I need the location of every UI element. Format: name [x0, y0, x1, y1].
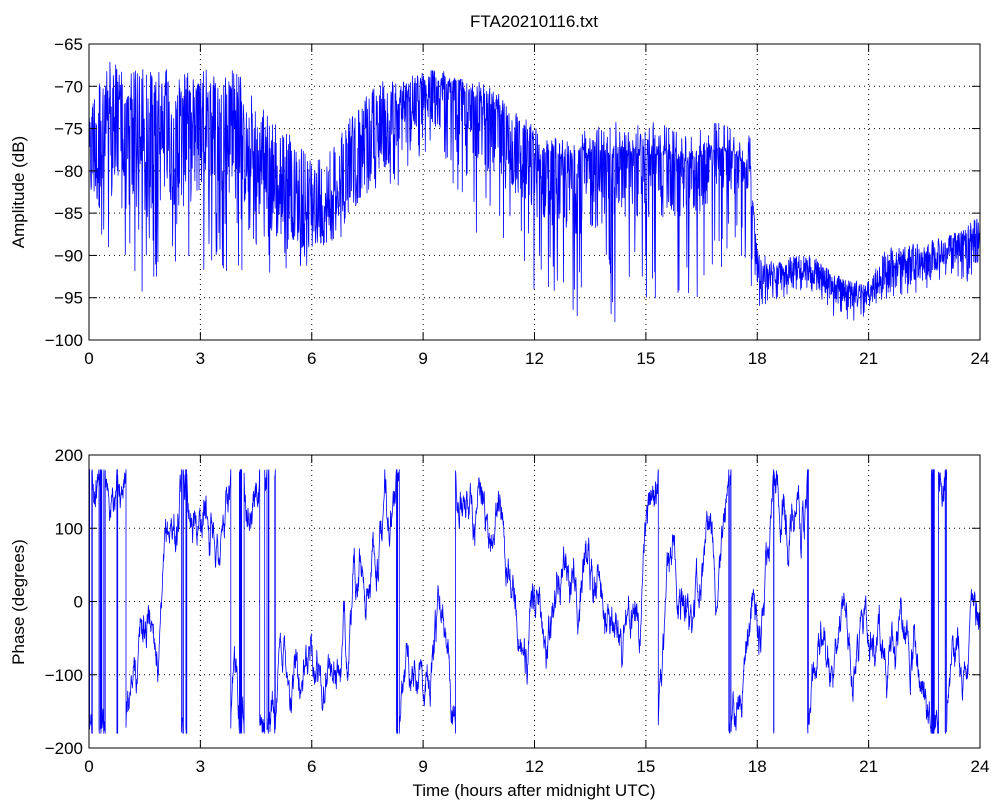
y-tick-label: −100 [45, 331, 83, 350]
x-tick-label: 18 [748, 757, 767, 776]
y-tick-label: 0 [74, 593, 83, 612]
x-tick-label: 0 [84, 349, 93, 368]
series-line [88, 469, 981, 734]
y-tick-label: −70 [54, 77, 83, 96]
y-tick-label: 100 [55, 519, 83, 538]
amplitude-plot: 0 3 6 9 12 15 18 21 24 −100 −95 −90 −85 −80 −75 −70 −65… [9, 35, 989, 368]
x-tick-label: 3 [196, 349, 205, 368]
x-tick-label: 21 [859, 757, 878, 776]
x-tick-label: 9 [418, 349, 427, 368]
phase-y-axis-label: Phase (degrees) [9, 539, 28, 665]
x-tick-label: 6 [307, 349, 316, 368]
chart-title: FTA20210116.txt [470, 12, 598, 31]
x-tick-label: 0 [84, 757, 93, 776]
x-tick-label: 6 [307, 757, 316, 776]
amplitude-y-tick-labels: −100 −95 −90 −85 −80 −75 −70 −65 [45, 35, 83, 350]
phase-series-line [88, 469, 981, 734]
x-tick-label: 24 [971, 349, 990, 368]
phase-x-tick-labels: 0 3 6 9 12 15 18 21 24 [84, 757, 989, 776]
phase-ticks [88, 454, 981, 749]
y-tick-label: −85 [54, 204, 83, 223]
x-tick-label: 15 [636, 349, 655, 368]
x-tick-label: 18 [748, 349, 767, 368]
x-tick-label: 15 [636, 757, 655, 776]
y-tick-label: −95 [54, 289, 83, 308]
amplitude-y-axis-label: Amplitude (dB) [9, 136, 28, 248]
amplitude-ticks [88, 43, 981, 341]
y-tick-label: −100 [45, 666, 83, 685]
x-tick-label: 24 [971, 757, 990, 776]
x-tick-label: 12 [525, 757, 544, 776]
x-tick-label: 3 [196, 757, 205, 776]
y-tick-label: −75 [54, 120, 83, 139]
x-tick-label: 12 [525, 349, 544, 368]
series-line [88, 61, 981, 323]
phase-plot: 0 3 6 9 12 15 18 21 24 −200 −100 0 100 200 Phase (de… [9, 446, 989, 800]
y-tick-label: −200 [45, 739, 83, 758]
y-tick-label: −80 [54, 162, 83, 181]
phase-y-tick-labels: −200 −100 0 100 200 [45, 446, 83, 758]
x-tick-label: 21 [859, 349, 878, 368]
amplitude-series-line [88, 61, 981, 323]
x-axis-label: Time (hours after midnight UTC) [412, 781, 655, 800]
amplitude-x-tick-labels: 0 3 6 9 12 15 18 21 24 [84, 349, 989, 368]
y-tick-label: 200 [55, 446, 83, 465]
y-tick-label: −65 [54, 35, 83, 54]
x-tick-label: 9 [418, 757, 427, 776]
y-tick-label: −90 [54, 246, 83, 265]
